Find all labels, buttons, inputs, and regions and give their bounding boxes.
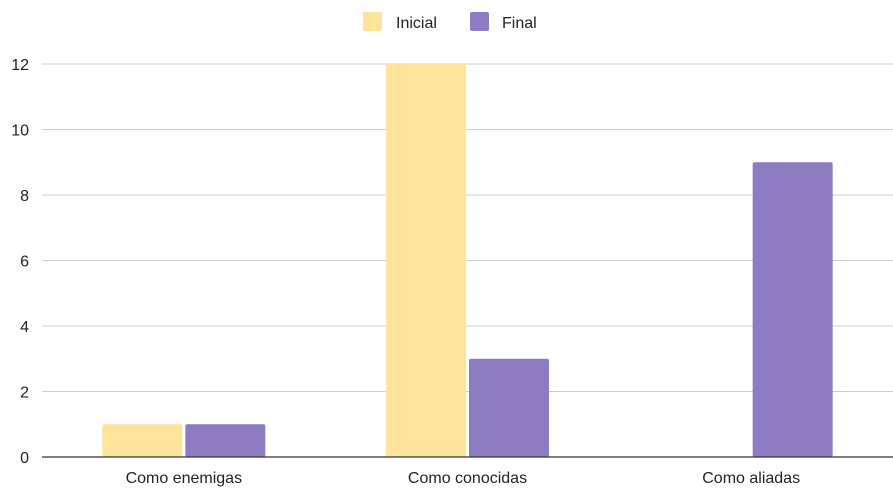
y-tick-label: 12 bbox=[11, 57, 29, 74]
bars bbox=[102, 64, 833, 457]
gridlines bbox=[42, 63, 893, 392]
bar-final-3 bbox=[752, 162, 833, 457]
x-tick-label: Como aliadas bbox=[702, 470, 800, 487]
bar-final-2 bbox=[469, 358, 549, 457]
y-axis-ticks: 0 2 4 6 8 10 12 bbox=[11, 57, 29, 467]
bar-final-1 bbox=[185, 424, 266, 457]
x-axis-ticks: Como enemigas Como conocidas Como aliadas bbox=[126, 470, 800, 487]
bar-inicial-1 bbox=[102, 424, 183, 457]
x-tick-label: Como enemigas bbox=[126, 470, 243, 487]
y-tick-label: 8 bbox=[20, 188, 29, 205]
y-tick-label: 2 bbox=[20, 385, 29, 402]
y-tick-label: 10 bbox=[11, 123, 29, 140]
y-tick-label: 6 bbox=[20, 254, 29, 271]
legend-label-inicial: Inicial bbox=[396, 15, 437, 32]
bar-inicial-2 bbox=[386, 64, 466, 457]
legend-label-final: Final bbox=[502, 15, 537, 32]
y-tick-label: 0 bbox=[20, 450, 29, 467]
x-tick-label: Como conocidas bbox=[408, 470, 527, 487]
y-tick-label: 4 bbox=[20, 319, 29, 336]
legend-swatch-final bbox=[470, 12, 489, 31]
legend: Inicial Final bbox=[363, 12, 537, 32]
legend-swatch-inicial bbox=[363, 12, 382, 31]
